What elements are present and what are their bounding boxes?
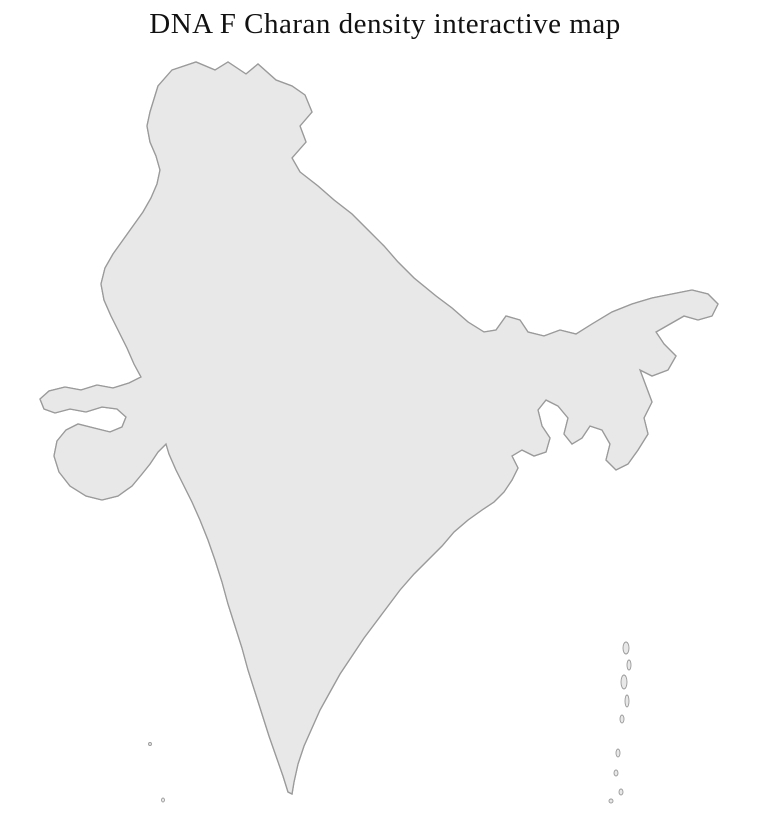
andaman-nicobar-islands <box>148 641 632 804</box>
island[interactable] <box>626 659 632 671</box>
island[interactable] <box>161 797 165 803</box>
island[interactable] <box>620 674 628 690</box>
island[interactable] <box>624 694 630 708</box>
island[interactable] <box>148 742 152 746</box>
island[interactable] <box>622 641 630 655</box>
india-outline-stroke <box>39 61 719 795</box>
island[interactable] <box>618 788 624 796</box>
district-region-surat-core[interactable] <box>148 500 164 524</box>
island[interactable] <box>615 748 621 758</box>
island[interactable] <box>613 769 619 777</box>
page-title: DNA F Charan density interactive map <box>149 8 621 40</box>
island[interactable] <box>619 714 625 724</box>
district-region-south-gujarat[interactable] <box>142 466 184 536</box>
island[interactable] <box>608 798 614 804</box>
